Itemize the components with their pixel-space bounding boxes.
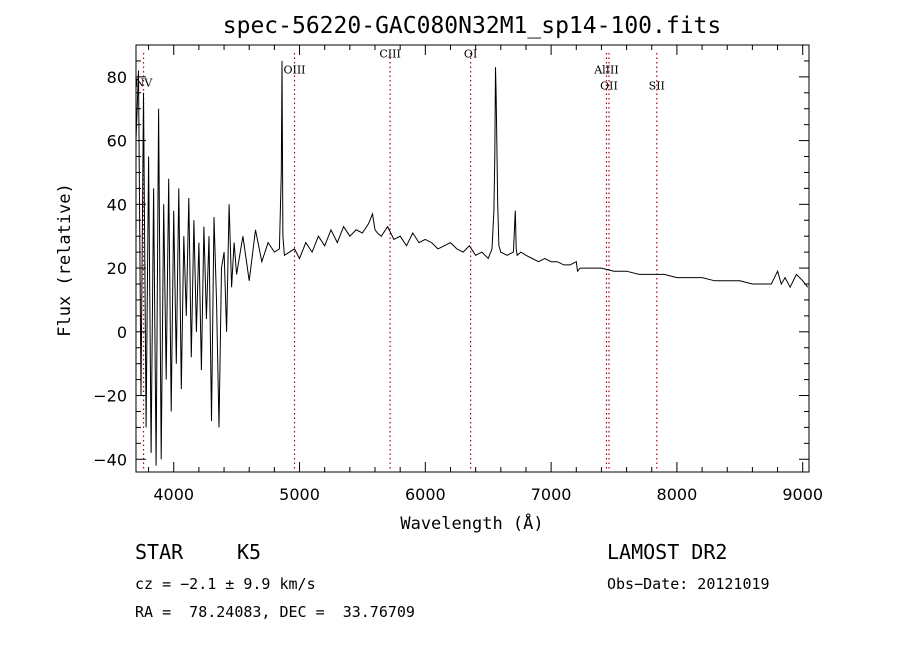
- y-axis-label: Flux (relative): [55, 183, 75, 337]
- x-tick-label: 6000: [405, 485, 446, 504]
- spectral-lines-layer: NV OIII CIII OI AlIII OII SII: [135, 48, 665, 472]
- x-tick-label: 9000: [782, 485, 823, 504]
- x-tick-label: 4000: [153, 485, 194, 504]
- x-tick-label: 5000: [279, 485, 320, 504]
- y-tick-label: −40: [93, 450, 127, 469]
- coordinates-readout: RA = 78.24083, DEC = 33.76709: [135, 603, 415, 621]
- y-tick-label: 20: [107, 259, 127, 278]
- x-tick-label: 8000: [657, 485, 698, 504]
- x-tick-label: 7000: [531, 485, 572, 504]
- plot-frame: [135, 44, 810, 473]
- object-subclass: K5: [237, 540, 262, 564]
- spectral-line-aliii-label: AlIII: [593, 64, 619, 77]
- survey-name: LAMOST DR2: [607, 540, 728, 564]
- x-axis-label: Wavelength (Å): [400, 512, 543, 534]
- y-tick-label: 0: [117, 323, 127, 342]
- spectral-line-ciii-label: CIII: [379, 48, 400, 61]
- obs-date: Obs−Date: 20121019: [607, 575, 770, 593]
- spectral-line-nv-label: NV: [135, 76, 154, 89]
- spectral-line-oii-label: OII: [600, 80, 618, 93]
- y-tick-label: 40: [107, 195, 127, 214]
- spectral-line-sii-label: SII: [649, 80, 665, 93]
- object-class: STAR: [135, 540, 184, 564]
- y-tick-label: 60: [107, 132, 127, 151]
- y-tick-label: 80: [107, 68, 127, 87]
- flux-series-line: [135, 60, 809, 466]
- ticks-layer: 4000 5000 6000 7000 8000 9000 −40 −20 0 20 40 60 80: [93, 45, 823, 504]
- y-tick-label: −20: [93, 387, 127, 406]
- chart-title: spec-56220-GAC080N32M1_sp14-100.fits: [223, 13, 722, 39]
- spectral-line-oiii-label: OIII: [283, 64, 305, 77]
- spectral-line-oi-label: OI: [464, 48, 477, 61]
- redshift-readout: cz = −2.1 ± 9.9 km/s: [135, 575, 316, 593]
